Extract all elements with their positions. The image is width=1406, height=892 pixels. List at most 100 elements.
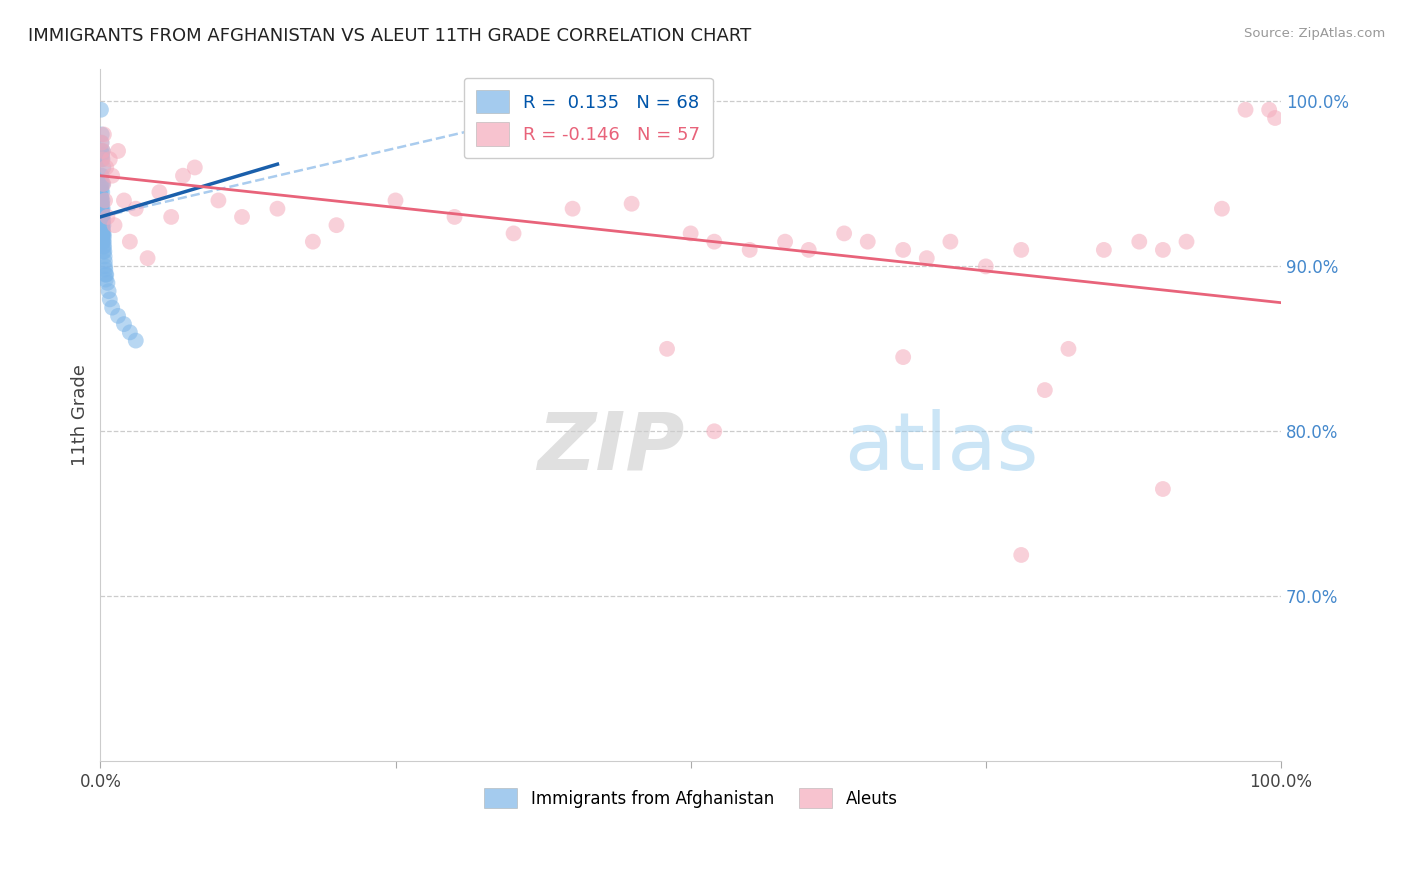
Point [91,213,114,227]
Point [91,215,114,229]
Point [93,250,115,264]
Point [118,235,141,249]
Point [891,243,914,257]
Point [94,272,117,286]
Point [94,260,117,274]
Point [94,254,117,268]
Text: IMMIGRANTS FROM AFGHANISTAN VS ALEUT 11TH GRADE CORRELATION CHART: IMMIGRANTS FROM AFGHANISTAN VS ALEUT 11T… [28,27,751,45]
Point [91,147,114,161]
Point [91,218,114,232]
Point [443,210,465,224]
Point [1010,548,1032,562]
Point [266,202,288,216]
Point [1092,243,1115,257]
Point [91,196,114,211]
Point [1234,103,1257,117]
Point [797,243,820,257]
Point [90,180,112,194]
Point [91,152,114,166]
Point [891,350,914,364]
Point [91,202,114,216]
Point [915,251,938,265]
Point [90,152,112,166]
Point [96,276,118,290]
Point [101,169,124,183]
Point [125,202,148,216]
Text: Source: ZipAtlas.com: Source: ZipAtlas.com [1244,27,1385,40]
Legend: Immigrants from Afghanistan, Aleuts: Immigrants from Afghanistan, Aleuts [477,781,904,815]
Point [325,218,347,232]
Point [620,196,643,211]
Point [90,205,112,219]
Point [91,177,114,191]
Point [90,177,112,191]
Point [856,235,879,249]
Point [1152,243,1174,257]
Point [98,152,121,166]
Point [96,161,118,175]
Point [172,169,194,183]
Point [1010,243,1032,257]
Point [96,268,118,282]
Point [112,317,135,331]
Point [91,228,114,243]
Point [91,161,114,175]
Point [91,229,114,244]
Point [91,152,114,166]
Point [502,227,524,241]
Point [93,227,115,241]
Point [91,177,114,191]
Point [103,218,125,232]
Point [91,144,114,158]
Point [107,144,129,158]
Point [91,194,114,208]
Point [90,136,112,150]
Point [207,194,229,208]
Point [91,211,114,226]
Point [136,251,159,265]
Point [90,190,112,204]
Point [112,194,135,208]
Point [1264,111,1286,125]
Point [1211,202,1233,216]
Point [90,194,112,208]
Point [1057,342,1080,356]
Point [703,425,725,439]
Point [90,184,112,198]
Point [93,244,115,259]
Point [90,203,112,218]
Point [90,128,112,142]
Point [90,136,112,150]
Point [773,235,796,249]
Point [97,284,120,298]
Point [1152,482,1174,496]
Point [832,227,855,241]
Point [91,235,114,249]
Text: atlas: atlas [844,409,1039,487]
Point [1175,235,1198,249]
Point [93,218,115,232]
Point [974,260,997,274]
Point [125,334,148,348]
Point [184,161,207,175]
Point [90,198,112,212]
Point [679,227,702,241]
Point [91,223,114,237]
Point [93,229,115,244]
Point [93,239,115,253]
Point [91,177,114,191]
Point [384,194,406,208]
Point [1258,103,1281,117]
Point [91,225,114,239]
Point [90,144,112,158]
Point [655,342,678,356]
Point [90,103,112,117]
Point [94,262,117,277]
Point [91,218,114,232]
Point [91,210,114,224]
Point [91,217,114,231]
Text: ZIP: ZIP [537,409,685,487]
Point [90,202,112,216]
Point [91,185,114,199]
Point [91,206,114,220]
